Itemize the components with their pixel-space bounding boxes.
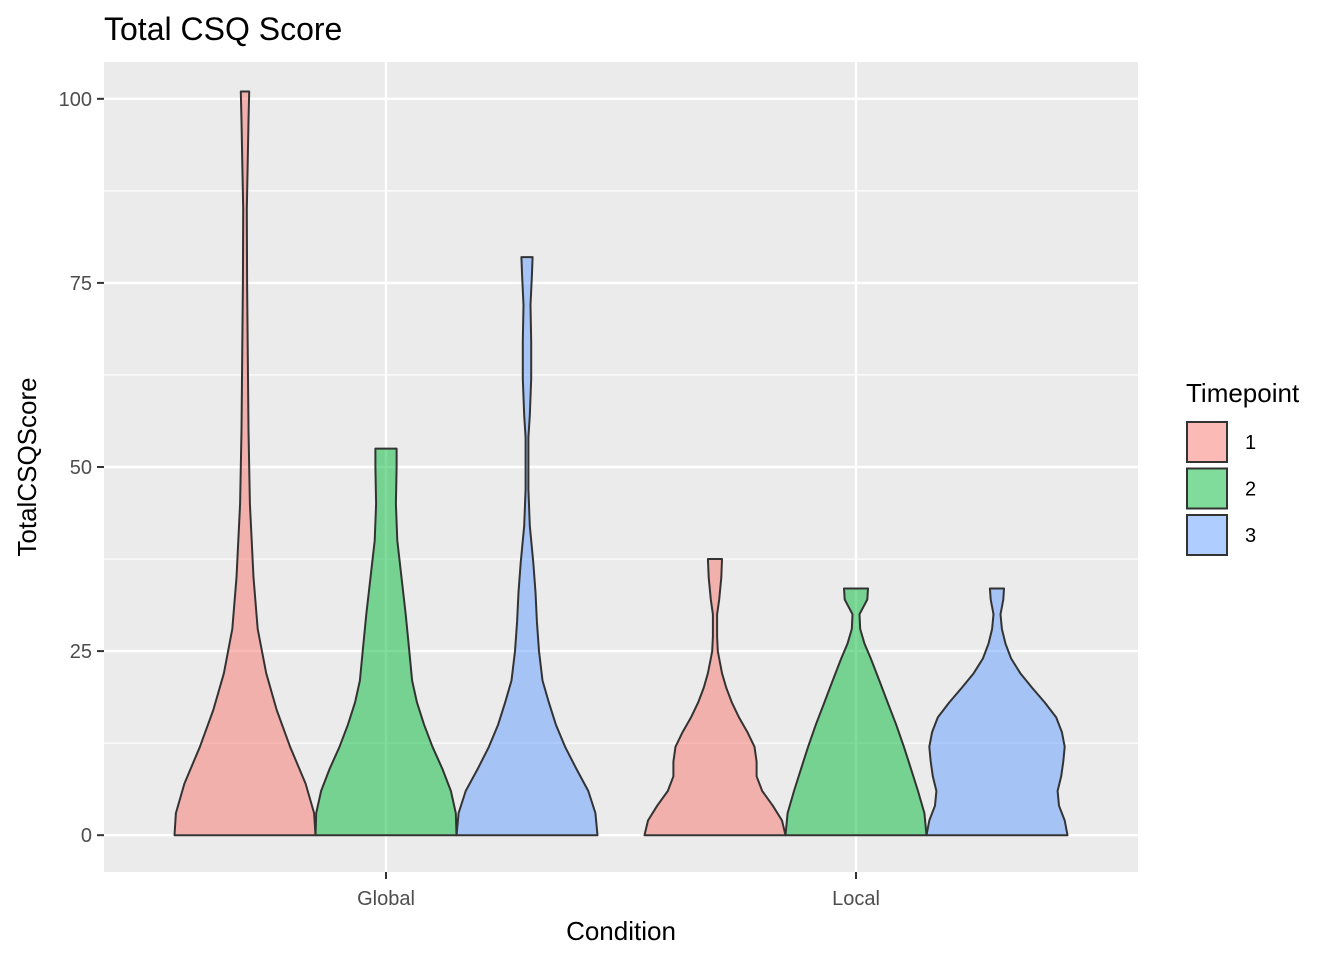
violin-global-timepoint-1 [173,90,317,837]
violins [173,90,1069,837]
y-axis: 0 25 50 75 100 [59,89,104,847]
y-tick-label: 0 [81,825,92,847]
y-tick-label: 50 [70,457,92,479]
x-tick-label: Global [357,888,415,910]
legend-swatch-2 [1186,467,1228,510]
violin-local-timepoint-3 [925,587,1069,837]
x-axis-title: Condition [566,916,676,946]
legend-label-2: 2 [1245,479,1256,501]
legend-label-1: 1 [1245,432,1256,454]
y-axis-title: TotalCSQScore [12,377,42,556]
y-tick-label: 75 [70,273,92,295]
chart-title: Total CSQ Score [104,11,342,47]
x-tick-label: Local [832,888,880,910]
y-tick-label: 25 [70,641,92,663]
y-tick-label: 100 [59,89,92,111]
violin-global-timepoint-3 [455,256,599,837]
legend-title: Timepoint [1186,378,1300,408]
legend-swatch-3 [1186,514,1228,556]
violin-local-timepoint-2 [784,587,928,837]
x-axis: Global Local [357,872,880,910]
violin-global-timepoint-2 [314,447,458,837]
legend: Timepoint 1 2 3 [1186,378,1300,556]
legend-swatch-1 [1186,421,1228,463]
violin-local-timepoint-1 [643,558,787,837]
legend-label-3: 3 [1245,525,1256,547]
